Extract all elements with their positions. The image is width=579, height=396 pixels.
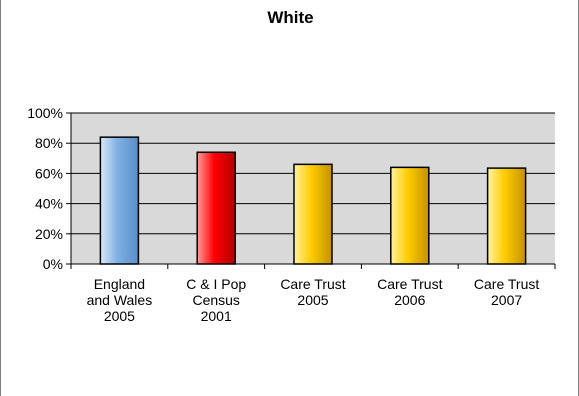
bar-4 (486, 167, 527, 265)
x-category-label: C & I Pop Census 2001 (186, 276, 246, 324)
y-tick-label: 20% (35, 226, 63, 242)
x-category-label: Care Trust 2007 (474, 276, 539, 308)
y-tick-label: 0% (43, 256, 63, 272)
bar-3 (390, 166, 430, 265)
y-tick-label: 80% (35, 135, 63, 151)
chart-title: White (267, 8, 314, 27)
bar-1 (196, 151, 236, 265)
y-tick-label: 40% (35, 196, 63, 212)
bar-0 (99, 136, 140, 265)
x-category-label: Care Trust 2006 (377, 276, 442, 308)
y-tick-label: 100% (27, 105, 63, 121)
y-tick-label: 60% (35, 165, 63, 181)
x-category-label: England and Wales 2005 (87, 276, 153, 324)
bar-2 (293, 163, 333, 265)
x-category-label: Care Trust 2005 (280, 276, 345, 308)
